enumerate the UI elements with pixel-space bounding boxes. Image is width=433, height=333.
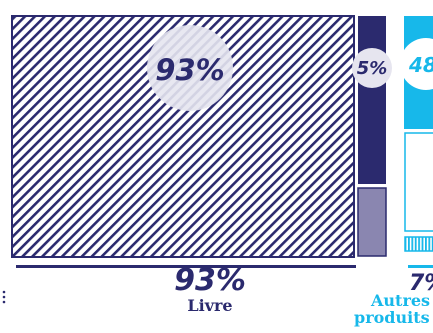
baseline-livre xyxy=(16,265,356,268)
group-label-autres-line2: produits xyxy=(354,308,430,327)
bar-autres-hatched xyxy=(404,236,433,252)
bubble-livre-93 xyxy=(147,25,233,111)
more-icon[interactable] xyxy=(2,290,6,304)
bubble-autres-48 xyxy=(400,38,433,90)
label-autres-48: 48 xyxy=(408,53,433,77)
group-label-livre: Livre xyxy=(187,296,232,315)
share-autres: 7% xyxy=(409,271,433,296)
share-livre: 93% xyxy=(174,263,246,298)
bubble-livre-5 xyxy=(352,48,392,88)
group-label-autres-line1: Autres xyxy=(370,291,430,310)
label-livre-5: 5% xyxy=(357,58,388,79)
label-livre-93: 93% xyxy=(155,53,224,87)
bar-livre-5 xyxy=(358,16,386,184)
bar-autres-empty xyxy=(404,132,433,232)
bar-livre-rest xyxy=(357,187,387,257)
baseline-autres xyxy=(408,265,433,268)
